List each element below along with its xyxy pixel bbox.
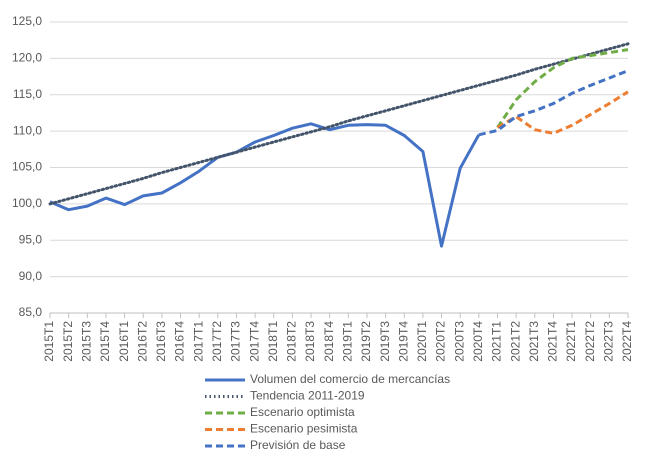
x-tick-label: 2022T3	[602, 321, 616, 362]
x-tick-label: 2021T1	[490, 321, 504, 362]
x-tick-label: 2016T4	[173, 321, 187, 362]
x-tick-label: 2015T2	[61, 321, 75, 362]
x-tick-label: 2020T1	[415, 321, 429, 362]
legend-label: Escenario pesimista	[250, 422, 358, 436]
series-line	[478, 69, 629, 137]
y-tick-label: 110,0	[13, 123, 42, 137]
series-line	[49, 122, 481, 248]
legend-label: Volumen del comercio de mercancías	[250, 372, 450, 386]
x-tick-label: 2018T3	[303, 321, 317, 362]
x-tick-label: 2022T1	[564, 321, 578, 362]
legend-label: Tendencia 2011-2019	[250, 389, 365, 403]
x-tick-label: 2016T1	[117, 321, 131, 362]
x-tick-label: 2016T2	[135, 321, 149, 362]
x-tick-label: 2017T3	[229, 321, 243, 362]
x-tick-label: 2022T4	[620, 321, 634, 362]
y-tick-label: 120,0	[12, 51, 42, 65]
y-tick-label: 85,0	[19, 305, 43, 319]
x-tick-label: 2015T4	[98, 321, 112, 362]
x-tick-label: 2021T4	[546, 321, 560, 362]
x-tick-label: 2021T3	[527, 321, 541, 362]
x-tick-label: 2017T2	[210, 321, 224, 362]
x-tick-label: 2019T3	[378, 321, 392, 362]
x-tick-label: 2018T4	[322, 321, 336, 362]
x-tick-label: 2016T3	[154, 321, 168, 362]
x-tick-label: 2019T4	[396, 321, 410, 362]
x-tick-label: 2017T1	[191, 321, 205, 362]
x-tick-label: 2019T1	[340, 321, 354, 362]
y-tick-label: 115,0	[13, 87, 42, 101]
x-tick-label: 2021T2	[508, 321, 522, 362]
series-line	[496, 90, 629, 135]
y-tick-label: 90,0	[19, 269, 43, 283]
x-tick-label: 2022T2	[583, 321, 597, 362]
x-tick-label: 2019T2	[359, 321, 373, 362]
series-line	[496, 48, 629, 129]
x-tick-label: 2017T4	[247, 321, 261, 362]
legend-label: Escenario optimista	[250, 405, 355, 419]
x-tick-label: 2015T1	[42, 321, 56, 362]
x-tick-label: 2020T4	[471, 321, 485, 362]
y-tick-label: 95,0	[19, 232, 43, 246]
series-line	[48, 42, 630, 206]
x-tick-label: 2018T2	[285, 321, 299, 362]
x-tick-label: 2020T2	[434, 321, 448, 362]
x-tick-label: 2015T3	[79, 321, 93, 362]
x-tick-label: 2020T3	[452, 321, 466, 362]
y-tick-label: 105,0	[12, 160, 42, 174]
y-tick-label: 125,0	[12, 14, 42, 28]
y-tick-label: 100,0	[12, 196, 42, 210]
x-tick-label: 2018T1	[266, 321, 280, 362]
legend-label: Previsión de base	[250, 438, 346, 452]
